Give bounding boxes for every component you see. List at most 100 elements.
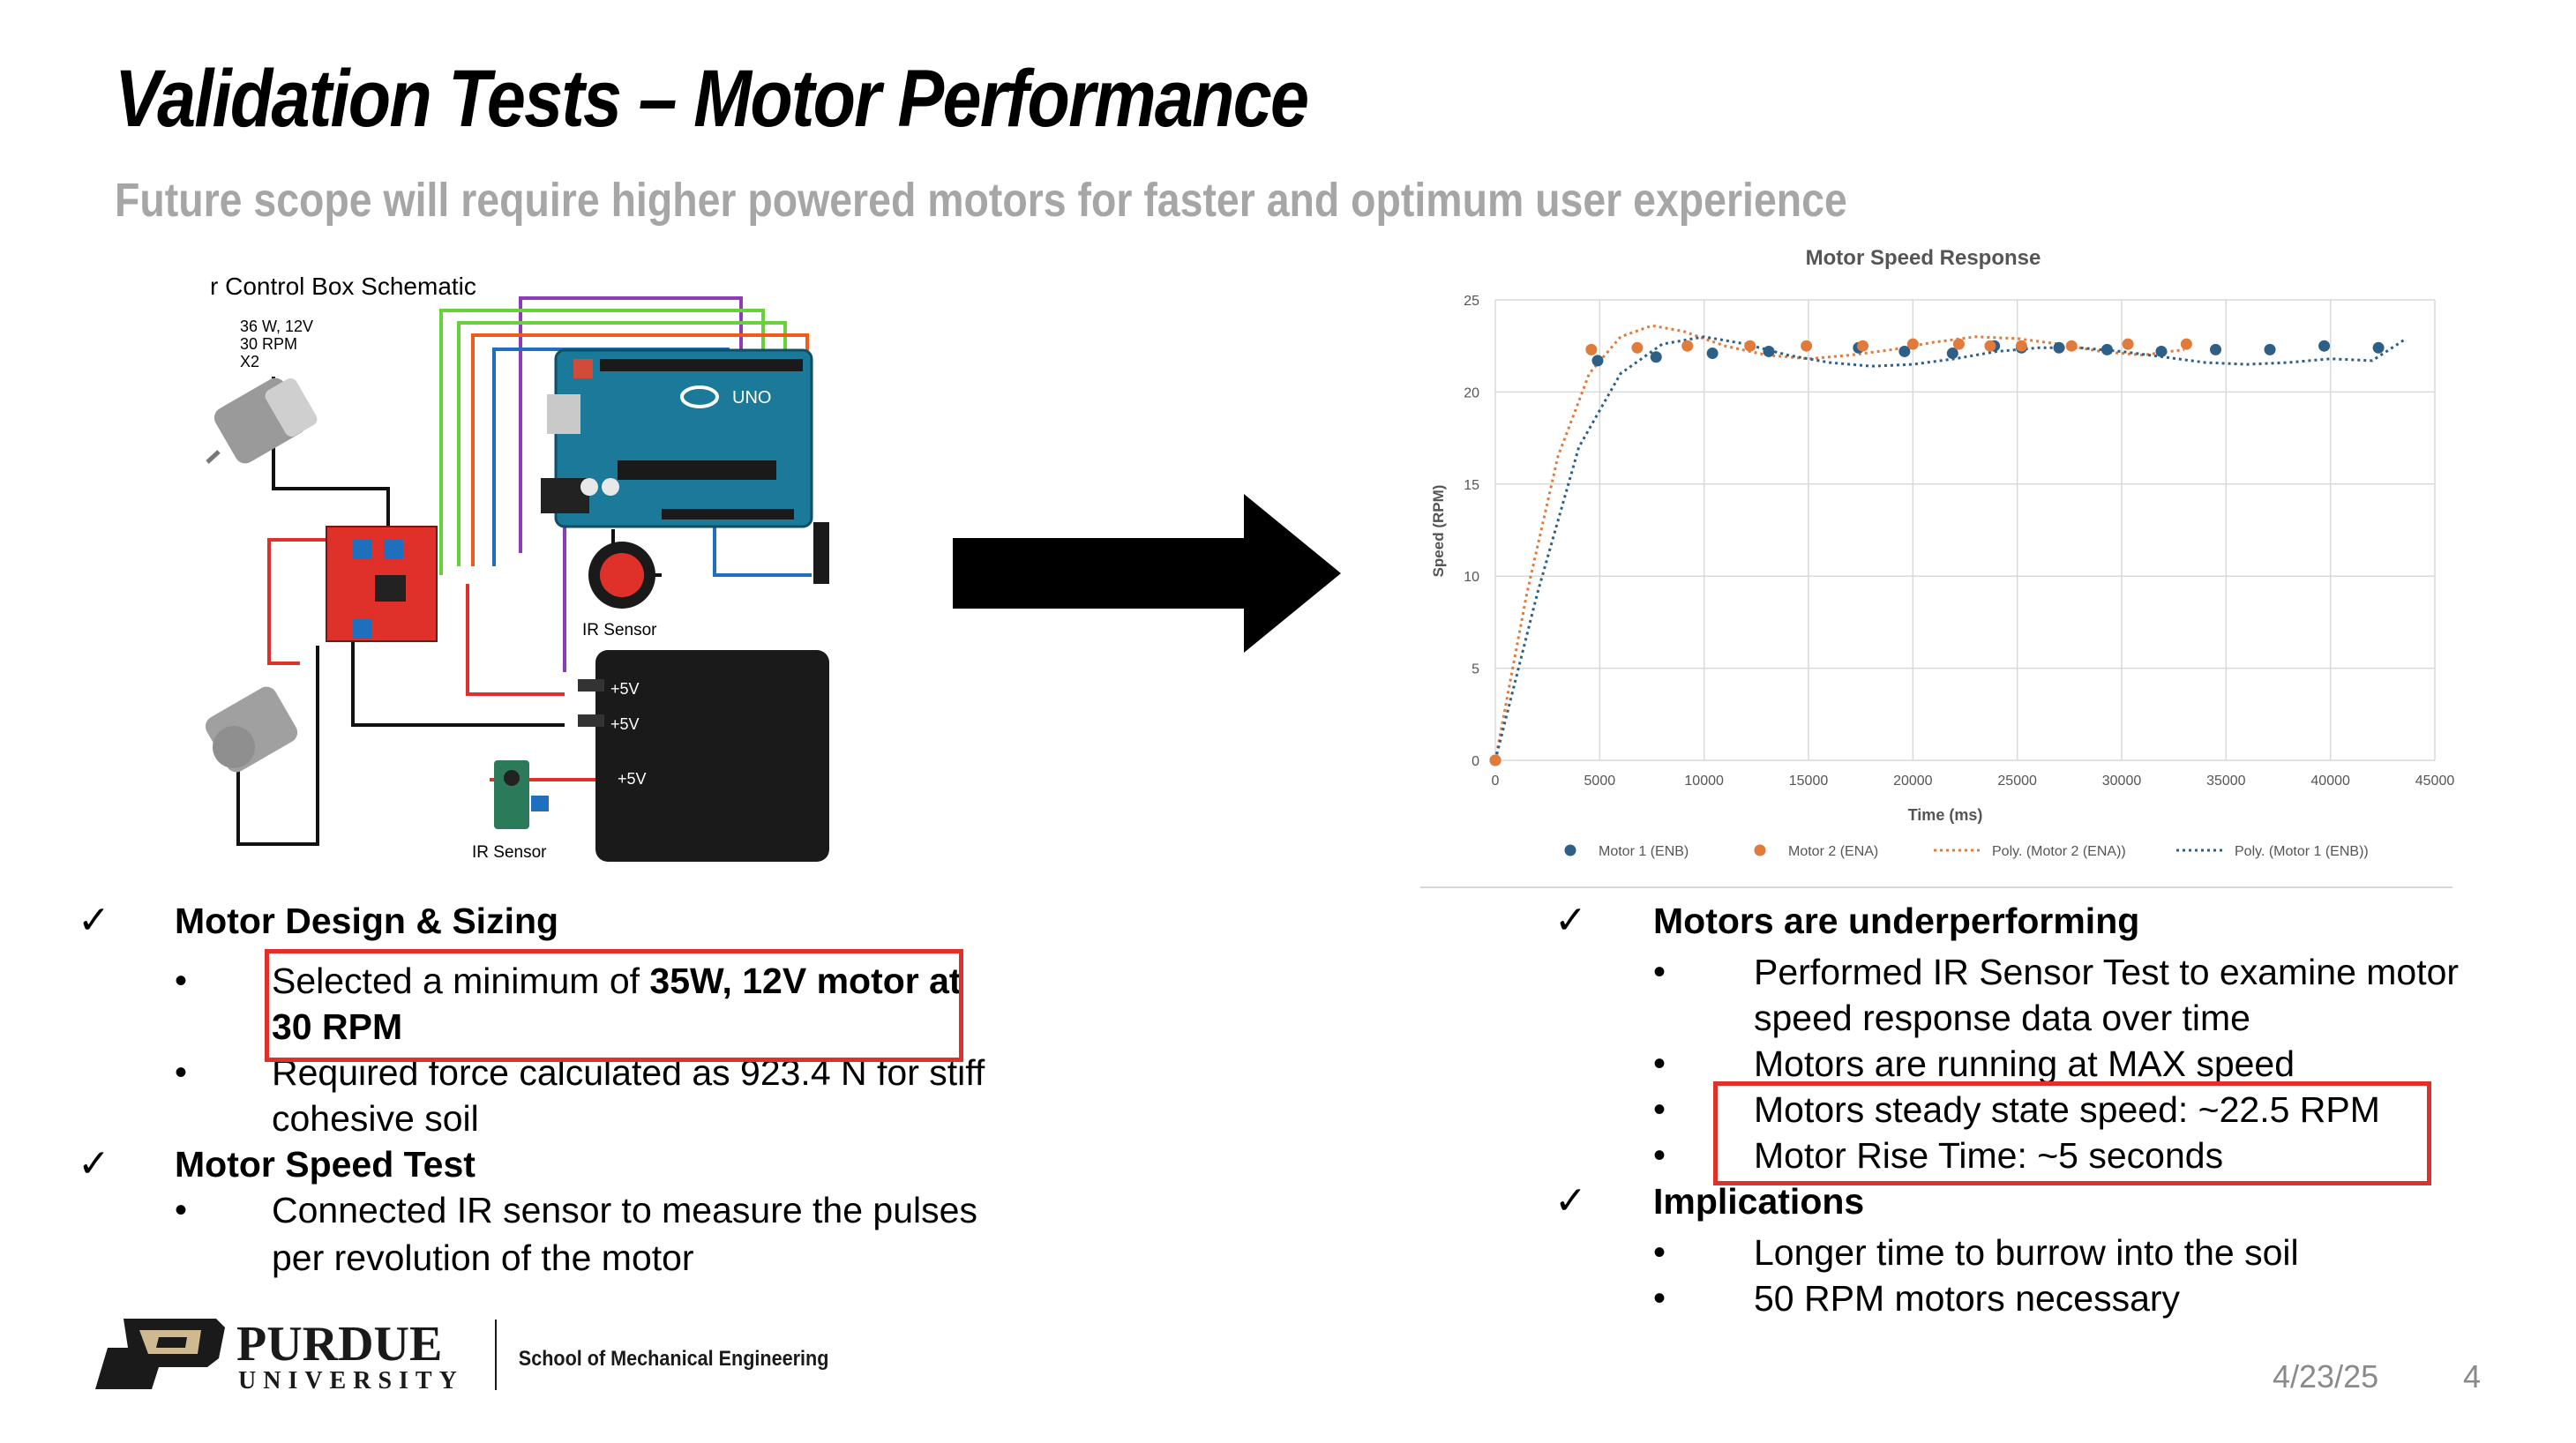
right-bullet-6: 50 RPM motors necessary (1754, 1278, 2181, 1319)
data-point-series-1 (1631, 341, 1644, 354)
data-point-series-0 (2264, 343, 2276, 355)
motor-speed-chart: Motor Speed Response 0 5000 10000 15000 2000… (1412, 238, 2461, 891)
data-point-series-1 (2065, 340, 2078, 352)
y-tick-label: 5 (1471, 662, 1479, 677)
data-point-series-1 (1801, 340, 1813, 352)
red-wire (267, 538, 326, 665)
battery-pack-icon: +5V +5V +5V (578, 650, 829, 862)
arduino-label: UNO (732, 388, 771, 407)
red-wire-2 (466, 584, 565, 696)
left-bullet-1-line2: 30 RPM (272, 1006, 403, 1047)
slide-page-number: 4 (2463, 1358, 2482, 1394)
battery-label-3: +5V (618, 770, 647, 788)
left-bullet-3-line2: per revolution of the motor (272, 1237, 694, 1278)
chart-title: Motor Speed Response (1806, 246, 2041, 270)
battery-label-2: +5V (610, 715, 640, 733)
x-tick-label: 5000 (1584, 774, 1616, 789)
bullet-icon: • (1653, 953, 1666, 991)
right-bullet-2: Motors are running at MAX speed (1754, 1043, 2295, 1084)
check-icon: ✓ (1554, 899, 1587, 942)
legend-swatch (1564, 844, 1576, 856)
motor-driver-board (326, 526, 438, 642)
x-tick-label: 0 (1492, 774, 1500, 789)
data-point-series-1 (1681, 340, 1694, 352)
data-point-series-1 (1906, 338, 1919, 350)
right-bullet-4: Motor Rise Time: ~5 seconds (1754, 1135, 2224, 1176)
highlight-box-motor-spec (265, 949, 963, 1062)
right-arrow-icon (953, 494, 1341, 653)
motor-spec-line2: 30 RPM (240, 335, 297, 353)
school-name: School of Mechanical Engineering (519, 1346, 829, 1370)
check-icon: ✓ (78, 1142, 110, 1185)
data-point-series-1 (2122, 338, 2134, 350)
bullet-icon: • (1653, 1233, 1666, 1272)
slide-subtitle: Future scope will require higher powered… (115, 174, 1847, 227)
data-point-series-1 (1984, 340, 1996, 352)
x-tick-label: 25000 (1997, 774, 2037, 789)
left-bullet-1-prefix: Selected a minimum of (272, 961, 650, 1001)
y-tick-label: 10 (1464, 570, 1479, 585)
right-bullet-5: Longer time to burrow into the soil (1754, 1232, 2299, 1273)
legend-label: Motor 2 (ENA) (1788, 844, 1878, 859)
motor-bottom-icon (205, 686, 298, 773)
x-tick-label: 45000 (2415, 774, 2455, 789)
slide-date: 4/23/25 (2273, 1358, 2379, 1394)
right-heading-2: Implications (1653, 1181, 1865, 1222)
x-tick-label: 40000 (2310, 774, 2350, 789)
ir-sensor-label-1: IR Sensor (582, 621, 657, 639)
x-tick-label: 35000 (2206, 774, 2246, 789)
y-tick-label: 15 (1464, 478, 1479, 493)
ir-sensor-label-2: IR Sensor (472, 843, 547, 862)
university-sub: UNIVERSITY (238, 1367, 464, 1394)
ir-sensor-module-icon (494, 760, 549, 829)
data-point-series-0 (1706, 348, 1719, 360)
data-point-series-0 (2100, 343, 2113, 355)
y-tick-label: 20 (1464, 385, 1479, 400)
data-point-series-0 (1763, 345, 1775, 357)
bullet-icon: • (1653, 1090, 1666, 1129)
push-button-icon (588, 542, 655, 609)
trendline-series-3 (1494, 335, 2405, 761)
data-point-series-0 (2318, 340, 2331, 352)
bullet-icon: • (1653, 1136, 1666, 1175)
data-point-series-1 (1744, 340, 1756, 352)
purdue-p-icon (95, 1319, 225, 1389)
arduino-board: UNO (541, 348, 813, 528)
data-point-series-0 (1650, 351, 1662, 363)
x-axis-label: Time (ms) (1908, 806, 1983, 824)
bullet-icon: • (1653, 1044, 1666, 1083)
bullet-icon: • (1653, 1279, 1666, 1318)
control-box-schematic: r Control Box Schematic 36 W, 12V 30 RPM… (203, 258, 829, 875)
motor-spec-line1: 36 W, 12V (240, 318, 313, 335)
data-point-series-1 (2180, 338, 2192, 350)
data-point-series-0 (2155, 345, 2168, 357)
legend-label: Poly. (Motor 2 (ENA)) (1992, 844, 2126, 859)
check-icon: ✓ (1554, 1179, 1587, 1222)
data-point-series-0 (1898, 345, 1911, 357)
legend-swatch (1754, 844, 1766, 856)
left-heading-2: Motor Speed Test (175, 1144, 476, 1185)
bullet-icon: • (175, 1191, 188, 1230)
highlight-box-speed (1713, 1081, 2431, 1185)
motor-spec-line3: X2 (240, 353, 259, 370)
purdue-logo: PURDUE UNIVERSITY School of Mechanical E… (95, 1317, 829, 1394)
motor-top-icon (206, 378, 318, 464)
left-heading-1: Motor Design & Sizing (175, 901, 559, 941)
x-tick-label: 10000 (1684, 774, 1724, 789)
black-wire-3 (236, 646, 319, 846)
bullet-icon: • (175, 961, 188, 1000)
y-tick-label: 0 (1471, 754, 1479, 769)
data-point-series-1 (1585, 343, 1598, 355)
data-point-series-1 (2015, 340, 2027, 352)
data-point-series-0 (2372, 341, 2385, 354)
left-bullet-1-bold: 35W, 12V motor at (649, 961, 962, 1001)
data-point-series-1 (1489, 754, 1501, 766)
data-point-series-0 (2053, 341, 2065, 354)
x-tick-label: 20000 (1893, 774, 1933, 789)
data-point-series-1 (1952, 338, 1965, 350)
legend-label: Poly. (Motor 1 (ENB)) (2235, 844, 2369, 859)
right-bullet-1-line2: speed response data over time (1754, 998, 2250, 1038)
schematic-title: r Control Box Schematic (210, 273, 476, 300)
left-bullet-3-line1: Connected IR sensor to measure the pulse… (272, 1190, 977, 1230)
legend-label: Motor 1 (ENB) (1599, 844, 1689, 859)
